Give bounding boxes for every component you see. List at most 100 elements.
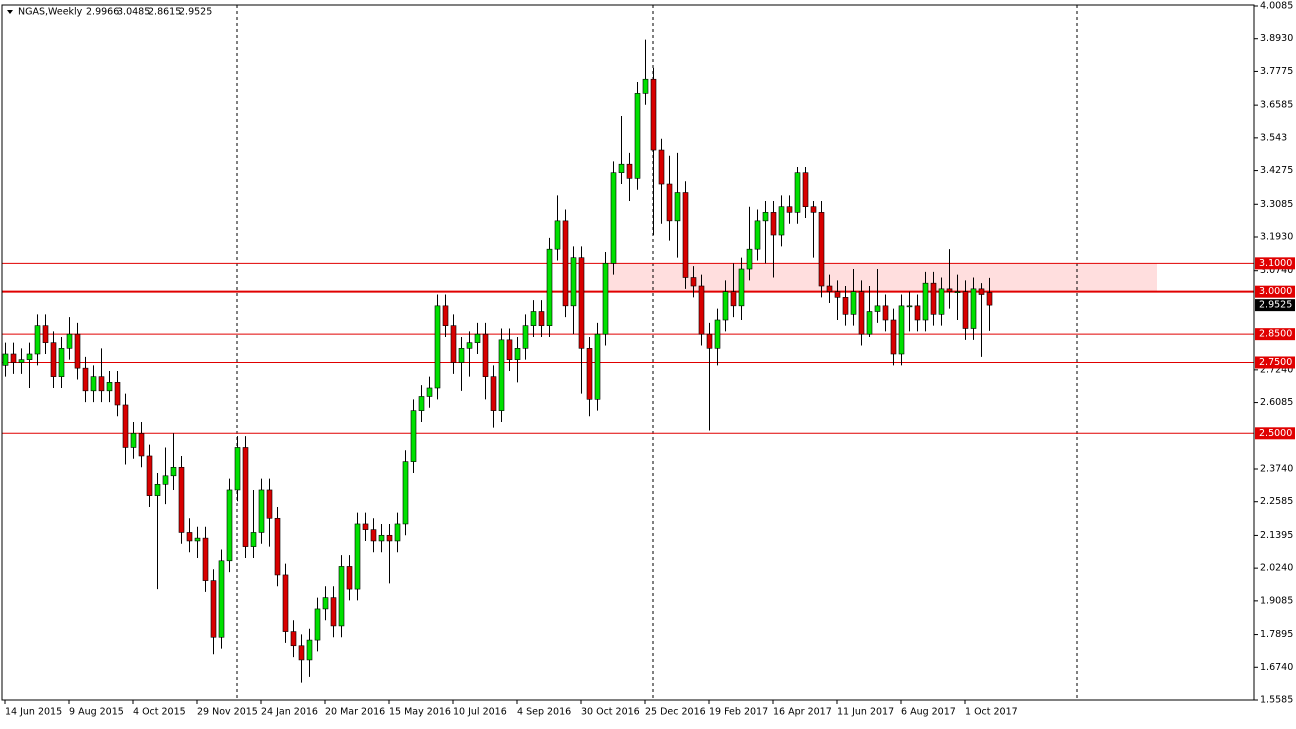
y-tick-label: 3.7775 [1260, 66, 1293, 77]
candle-body [90, 376, 97, 392]
candle-body [402, 461, 409, 525]
candle-body [370, 529, 377, 542]
candle-body [770, 212, 777, 236]
candle-body [650, 78, 657, 151]
x-tick-label: 10 Jul 2016 [453, 707, 507, 718]
candle-body [554, 220, 561, 250]
level-label-box [1255, 328, 1295, 341]
candle-body [754, 220, 761, 250]
candle-body [842, 297, 849, 315]
resistance-zone [605, 263, 1157, 292]
candle-body [210, 580, 217, 638]
candle-body [594, 333, 601, 400]
candle-body [450, 325, 457, 363]
candle-body [738, 268, 745, 307]
x-tick-label: 9 Aug 2015 [69, 707, 124, 718]
level-label-box [1255, 257, 1295, 270]
y-tick-label: 2.0240 [1260, 563, 1293, 574]
y-tick-label: 2.3740 [1260, 463, 1293, 474]
candle-body [578, 257, 585, 349]
candle-body [234, 447, 241, 491]
candle-body [194, 537, 201, 542]
level-label: 3.1000 [1259, 258, 1292, 269]
candle-body [362, 523, 369, 530]
candle-body [418, 396, 425, 411]
candle-body [706, 333, 713, 349]
price-label-box [1255, 299, 1295, 312]
candle-body [890, 319, 897, 355]
candle-body [698, 285, 705, 335]
y-tick-label: 2.1395 [1260, 530, 1293, 541]
candle-body [26, 353, 33, 360]
candle-body [914, 305, 921, 321]
candle-body [346, 566, 353, 590]
candle-body [34, 325, 41, 355]
candle-body [586, 348, 593, 400]
candle-body [458, 348, 465, 363]
x-tick-label: 4 Sep 2016 [517, 707, 571, 718]
level-label: 2.7500 [1259, 357, 1292, 368]
plot-frame [1, 4, 1255, 701]
x-tick-label: 16 Apr 2017 [773, 707, 832, 718]
y-tick-label: 3.4275 [1260, 165, 1293, 176]
candle-body [122, 404, 129, 448]
last-low: 2.8615 [148, 7, 181, 18]
y-tick-label: 3.8930 [1260, 33, 1293, 44]
y-tick-label: 3.6585 [1260, 100, 1293, 111]
level-label: 2.8500 [1259, 329, 1292, 340]
x-tick-label: 11 Jun 2017 [837, 707, 894, 718]
candle-body [114, 382, 121, 406]
candle-body [722, 291, 729, 321]
candle-body [834, 291, 841, 298]
candle-body [18, 359, 25, 363]
candle-body [506, 339, 513, 360]
level-label: 3.0000 [1259, 286, 1292, 297]
candle-body [514, 348, 521, 360]
y-tick-label: 1.7895 [1260, 629, 1293, 640]
candle-body [98, 376, 105, 392]
menu-arrow[interactable] [7, 10, 13, 14]
candle-body [66, 333, 73, 349]
candle-body [386, 534, 393, 542]
candle-body [634, 93, 641, 179]
candle-body [426, 387, 433, 397]
candle-body [938, 288, 945, 315]
candle-body [42, 325, 49, 343]
candle-body [802, 172, 809, 207]
candle-body [306, 639, 313, 661]
candle-body [226, 489, 233, 562]
candle-body [794, 172, 801, 213]
candle-body [602, 263, 609, 335]
candle-body [170, 466, 177, 477]
candle-body [778, 206, 785, 236]
candle-body [546, 248, 553, 326]
candle-body [202, 537, 209, 581]
last-close: 2.9525 [179, 7, 212, 18]
candle-body [858, 291, 865, 335]
candle-body [530, 311, 537, 326]
candle-body [762, 212, 769, 222]
candle-body [242, 447, 249, 547]
candle-body [274, 517, 281, 576]
candle-body [866, 311, 873, 335]
candle-body [58, 348, 65, 377]
candle-body [82, 367, 89, 392]
y-tick-label: 3.0740 [1260, 265, 1293, 276]
x-tick-label: 15 May 2016 [389, 707, 451, 718]
candle-body [466, 342, 473, 349]
candle-body [50, 342, 57, 377]
x-tick-label: 25 Dec 2016 [645, 707, 706, 718]
candle-body [10, 353, 17, 363]
candle-body [978, 288, 985, 295]
y-tick-label: 2.7240 [1260, 364, 1293, 375]
x-tick-label: 30 Oct 2016 [581, 707, 640, 718]
level-label: 2.5000 [1259, 428, 1292, 439]
candle-body [898, 305, 905, 355]
candle-body [946, 288, 953, 292]
candle-body [154, 483, 161, 496]
candle-body [922, 282, 929, 321]
y-tick-label: 1.6740 [1260, 662, 1293, 673]
candle-body [2, 353, 9, 366]
candle-body [282, 574, 289, 632]
candle-body [970, 288, 977, 329]
